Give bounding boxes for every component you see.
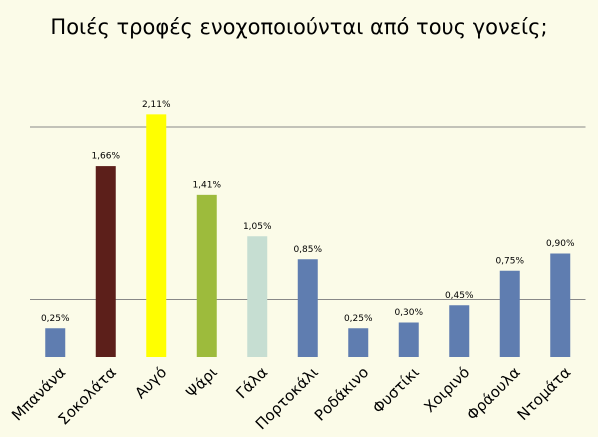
bar	[95, 166, 116, 357]
bar	[398, 322, 419, 357]
bar	[247, 236, 268, 357]
value-label: 2,11%	[142, 100, 171, 110]
value-label: 1,66%	[91, 152, 120, 162]
bar	[297, 259, 318, 357]
value-label: 0,75%	[495, 256, 524, 266]
value-label: 1,05%	[243, 222, 272, 232]
value-label: 0,90%	[546, 239, 575, 249]
chart-title: Ποιές τροφές ενοχοποιούνται από τους γον…	[50, 15, 547, 39]
bar	[146, 114, 167, 357]
value-label: 0,45%	[445, 291, 474, 301]
bar	[348, 328, 369, 357]
value-label: 0,30%	[394, 308, 423, 318]
value-label: 0,25%	[41, 314, 70, 324]
bar	[45, 328, 66, 357]
bar	[449, 305, 470, 357]
value-label: 0,25%	[344, 314, 373, 324]
value-label: 1,41%	[192, 180, 221, 190]
value-label: 0,85%	[293, 245, 322, 255]
bar	[196, 194, 217, 357]
bar	[499, 270, 520, 357]
bar	[550, 253, 571, 357]
